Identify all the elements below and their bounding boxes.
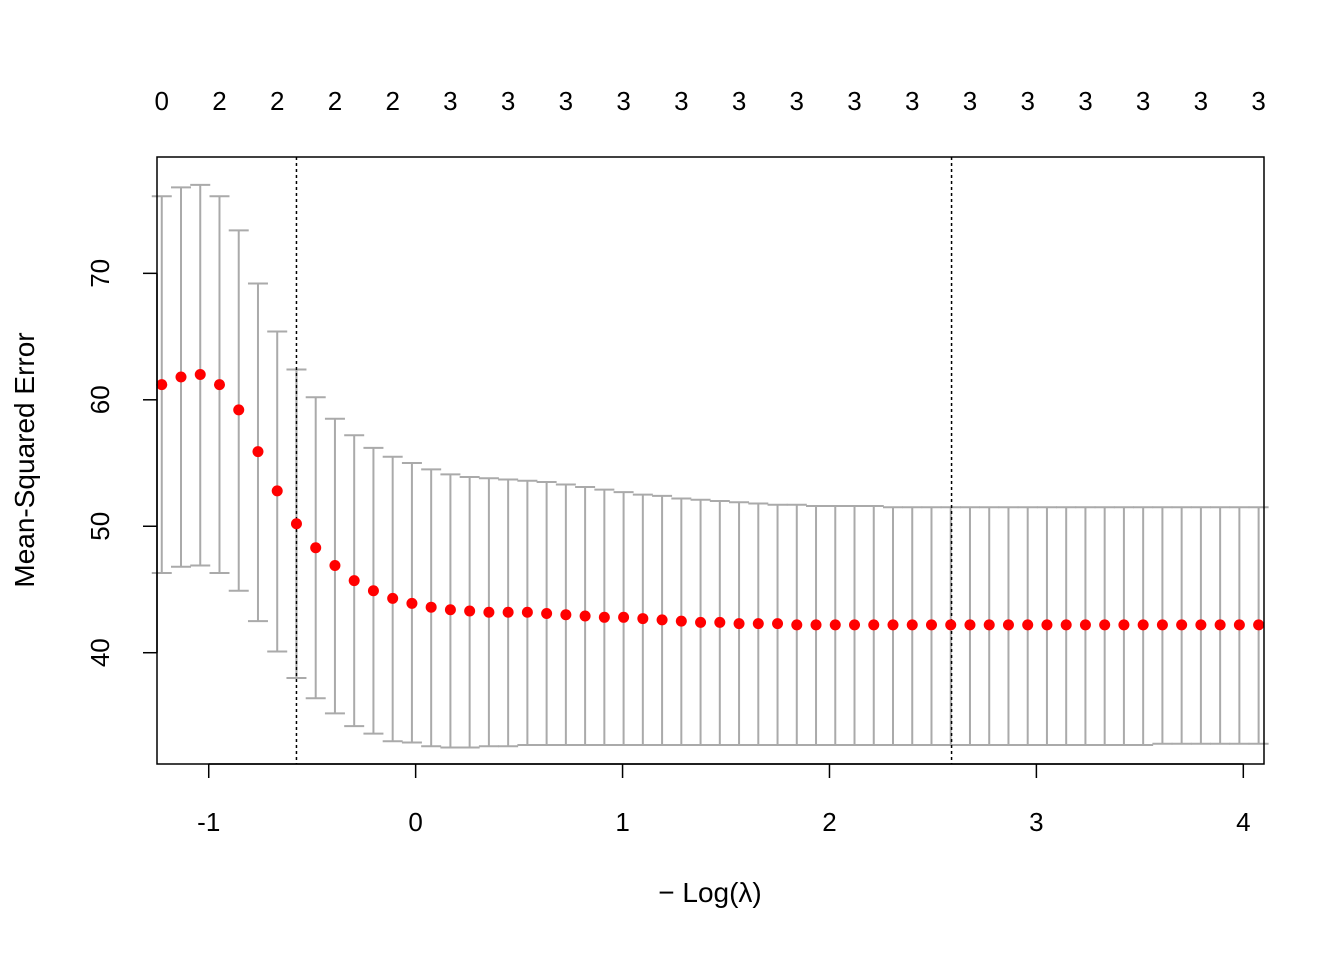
mse-point [1214, 619, 1226, 631]
mse-point [1137, 619, 1149, 631]
top-axis-label: 3 [1020, 86, 1034, 116]
mse-point [618, 611, 630, 623]
mse-point [752, 618, 764, 630]
top-axis-label: 3 [1078, 86, 1092, 116]
top-axis-label: 3 [905, 86, 919, 116]
top-axis-label: 3 [501, 86, 515, 116]
top-axis-label: 3 [616, 86, 630, 116]
mse-point [252, 446, 264, 458]
x-axis: -1 0 1 2 3 4 [197, 763, 1251, 837]
mse-point [194, 369, 206, 381]
mse-point [560, 609, 572, 621]
mse-point [849, 619, 861, 631]
top-axis-label: 3 [963, 86, 977, 116]
top-axis-label: 3 [847, 86, 861, 116]
mse-point [156, 379, 168, 391]
x-tick-label: 0 [408, 807, 422, 837]
x-tick-label: 4 [1236, 807, 1250, 837]
y-axis-label: Mean-Squared Error [9, 332, 40, 587]
mse-point [1156, 619, 1168, 631]
mse-point [675, 615, 687, 627]
mse-points [156, 369, 1265, 631]
mse-point [387, 592, 399, 604]
mse-point [695, 616, 707, 628]
plot-frame [156, 156, 1265, 765]
top-axis-label: 3 [674, 86, 688, 116]
top-axis-label: 2 [270, 86, 284, 116]
y-tick-label: 70 [85, 259, 115, 288]
mse-point [1099, 619, 1111, 631]
mse-point [1195, 619, 1207, 631]
mse-point [175, 371, 187, 383]
mse-point [310, 542, 322, 554]
error-bars [151, 183, 1269, 749]
mse-point [444, 604, 456, 616]
mse-point [1253, 619, 1265, 631]
mse-point [1079, 619, 1091, 631]
top-axis-label: 3 [1251, 86, 1265, 116]
mse-point [1176, 619, 1188, 631]
mse-point [1060, 619, 1072, 631]
y-axis: 40 50 60 70 [85, 259, 158, 667]
x-tick-label: 3 [1029, 807, 1043, 837]
x-tick-label: 1 [615, 807, 629, 837]
mse-point [502, 606, 514, 618]
mse-point [810, 619, 822, 631]
mse-point [1041, 619, 1053, 631]
mse-point [1022, 619, 1034, 631]
top-axis-nonzero-counts: 0 2 2 2 2 3 3 3 3 3 3 3 3 3 3 3 3 3 3 3 [155, 86, 1266, 116]
mse-point [772, 618, 784, 630]
mse-point [983, 619, 995, 631]
mse-point [829, 619, 841, 631]
mse-point [329, 559, 341, 571]
y-tick-label: 50 [85, 512, 115, 541]
mse-point [598, 611, 610, 623]
lambda-reference-lines [295, 157, 953, 764]
top-axis-label: 3 [443, 86, 457, 116]
mse-point [637, 613, 649, 625]
mse-point [348, 575, 360, 587]
x-axis-label: − Log(λ) [658, 877, 762, 908]
x-tick-label: -1 [197, 807, 220, 837]
top-axis-label: 3 [559, 86, 573, 116]
mse-point [521, 606, 533, 618]
mse-point [425, 601, 437, 613]
top-axis-label: 2 [385, 86, 399, 116]
y-tick-label: 60 [85, 385, 115, 414]
mse-point [1002, 619, 1014, 631]
mse-point [1118, 619, 1130, 631]
mse-point [791, 619, 803, 631]
top-axis-label: 3 [1194, 86, 1208, 116]
mse-point [290, 518, 302, 530]
mse-point [406, 597, 418, 609]
mse-point [233, 404, 245, 416]
mse-point [483, 606, 495, 618]
mse-point [925, 619, 937, 631]
mse-point [887, 619, 899, 631]
x-tick-label: 2 [822, 807, 836, 837]
y-tick-label: 40 [85, 638, 115, 667]
mse-point [714, 616, 726, 628]
top-axis-label: 3 [1136, 86, 1150, 116]
top-axis-label: 2 [212, 86, 226, 116]
top-axis-label: 3 [732, 86, 746, 116]
mse-point [945, 619, 957, 631]
mse-point [367, 585, 379, 597]
mse-point [868, 619, 880, 631]
mse-point [733, 618, 745, 630]
mse-point [213, 379, 225, 391]
mse-point [1233, 619, 1245, 631]
top-axis-label: 2 [328, 86, 342, 116]
mse-point [464, 605, 476, 617]
top-axis-label: 0 [155, 86, 169, 116]
top-axis-label: 3 [790, 86, 804, 116]
mse-point [271, 485, 283, 497]
mse-point [579, 610, 591, 622]
mse-point [906, 619, 918, 631]
mse-point [541, 608, 553, 620]
mse-point [964, 619, 976, 631]
mse-point [656, 614, 668, 626]
